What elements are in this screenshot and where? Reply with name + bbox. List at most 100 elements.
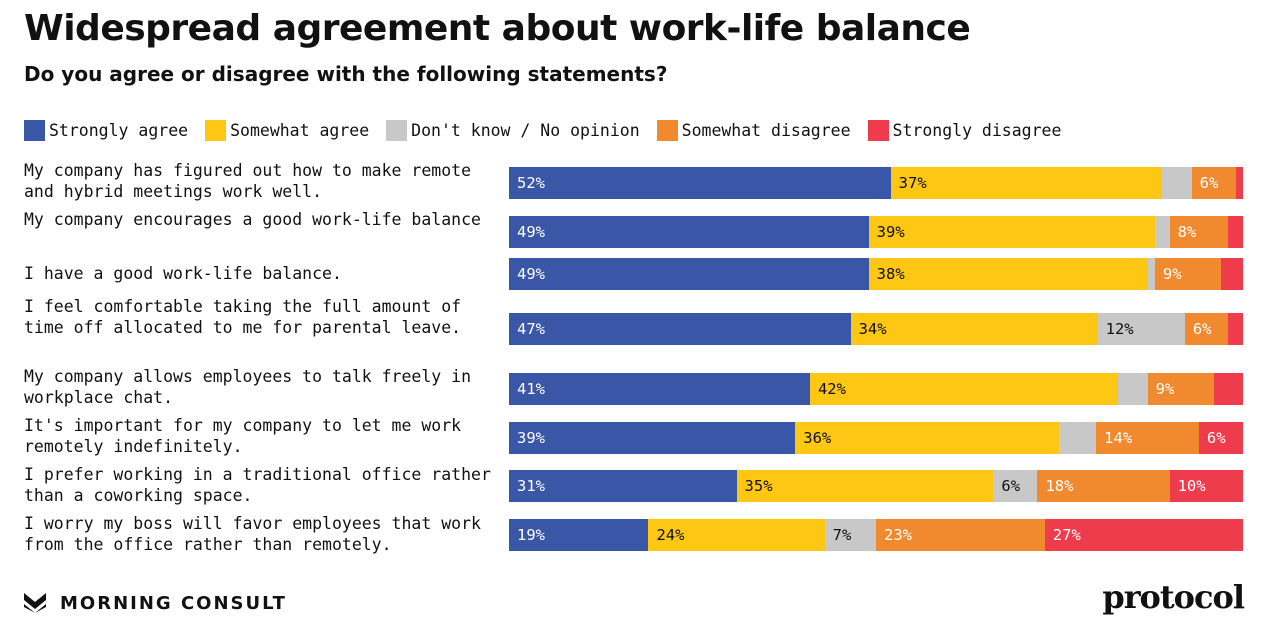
- bar-segment-somewhat-disagree: 9%: [1154, 258, 1221, 290]
- data-label: 41%: [517, 380, 545, 398]
- bar-segment-somewhat-disagree: 23%: [875, 519, 1045, 551]
- statement-label: My company allows employees to talk free…: [24, 367, 481, 407]
- statement-label: I prefer working in a traditional office…: [24, 465, 501, 505]
- bar-row: 49% 38% 9%: [509, 258, 1243, 290]
- bar-segment-strongly-disagree: [1228, 216, 1243, 248]
- bar-segment-strongly-agree: 47%: [509, 313, 851, 345]
- legend-item-strongly-disagree: Strongly disagree: [867, 119, 1061, 141]
- bar-segment-somewhat-agree: 34%: [850, 313, 1098, 345]
- legend-swatch: [24, 119, 45, 141]
- data-label: 12%: [1105, 320, 1134, 338]
- data-label: 38%: [876, 265, 905, 283]
- footer-brand: MORNING CONSULT: [24, 591, 287, 615]
- bar-segment-somewhat-disagree: 6%: [1184, 313, 1229, 345]
- bar-segment-strongly-disagree: [1220, 258, 1243, 290]
- statement-label: My company has figured out how to make r…: [24, 161, 481, 201]
- data-label: 35%: [744, 477, 773, 495]
- bar-segment-strongly-agree: 19%: [509, 519, 649, 551]
- data-label: 39%: [517, 429, 545, 447]
- data-label: 7%: [832, 526, 852, 544]
- bar-segment-strongly-agree: 41%: [509, 373, 810, 405]
- morning-consult-logo-icon: [24, 593, 46, 613]
- bar-segment-somewhat-agree: 39%: [868, 216, 1155, 248]
- bar-segment-strongly-agree: 39%: [509, 422, 796, 454]
- statement-label: It's important for my company to let me …: [24, 416, 472, 456]
- bar-segment-somewhat-disagree: 18%: [1037, 470, 1170, 502]
- legend-swatch: [205, 119, 227, 141]
- bar-segment-don-t-know-no-opinion: [1059, 422, 1097, 454]
- bar-segment-somewhat-disagree: 8%: [1169, 216, 1229, 248]
- legend-label: Strongly agree: [49, 120, 189, 140]
- legend-label: Somewhat agree: [230, 120, 370, 140]
- bar-row: 49% 39% 8%: [509, 216, 1243, 248]
- statement-label: I feel comfortable taking the full amoun…: [24, 297, 472, 337]
- data-label: 36%: [803, 429, 832, 447]
- bar-segment-somewhat-disagree: 9%: [1147, 373, 1214, 405]
- data-label: 6%: [1206, 429, 1226, 447]
- data-label: 6%: [1192, 320, 1212, 338]
- data-label: 31%: [517, 477, 545, 495]
- data-label: 42%: [817, 380, 846, 398]
- bar-segment-somewhat-agree: 24%: [648, 519, 825, 551]
- bar-segment-somewhat-agree: 37%: [890, 167, 1163, 199]
- bar-segment-somewhat-agree: 42%: [809, 373, 1119, 405]
- bar-segment-strongly-agree: 49%: [509, 216, 869, 248]
- data-label: 9%: [1155, 380, 1175, 398]
- bar-segment-strongly-disagree: [1235, 167, 1243, 199]
- data-label: 6%: [1199, 174, 1219, 192]
- data-label: 34%: [858, 320, 887, 338]
- legend-item-don-t-know-no-opinion: Don't know / No opinion: [386, 119, 640, 141]
- data-label: 14%: [1104, 429, 1133, 447]
- bar-segment-don-t-know-no-opinion: [1118, 373, 1148, 405]
- chart-legend: Strongly agree Somewhat agree Don't know /…: [24, 119, 1078, 141]
- data-label: 49%: [517, 265, 545, 283]
- statement-label: My company encourages a good work-life b…: [24, 210, 481, 229]
- bar-segment-strongly-disagree: [1228, 313, 1243, 345]
- bar-row: 41% 42% 9%: [509, 373, 1243, 405]
- data-label: 27%: [1052, 526, 1081, 544]
- bar-row: 19% 24% 7% 23% 27%: [509, 519, 1243, 551]
- bar-segment-strongly-disagree: [1213, 373, 1243, 405]
- brand-name: MORNING CONSULT: [60, 592, 287, 614]
- data-label: 6%: [1001, 477, 1021, 495]
- publisher-logo: protocol: [1102, 578, 1245, 616]
- data-label: 24%: [656, 526, 685, 544]
- data-label: 39%: [876, 223, 905, 241]
- bar-segment-strongly-disagree: 6%: [1198, 422, 1243, 454]
- data-label: 8%: [1177, 223, 1197, 241]
- legend-item-strongly-agree: Strongly agree: [24, 119, 189, 141]
- bar-segment-strongly-agree: 31%: [509, 470, 737, 502]
- data-label: 49%: [517, 223, 545, 241]
- data-label: 18%: [1045, 477, 1074, 495]
- data-label: 19%: [517, 526, 545, 544]
- legend-item-somewhat-agree: Somewhat agree: [205, 119, 370, 141]
- data-label: 9%: [1162, 265, 1182, 283]
- bar-segment-don-t-know-no-opinion: 7%: [824, 519, 876, 551]
- bar-segment-don-t-know-no-opinion: [1162, 167, 1192, 199]
- bar-segment-somewhat-agree: 36%: [795, 422, 1060, 454]
- bar-segment-don-t-know-no-opinion: 12%: [1097, 313, 1185, 345]
- chart-subtitle: Do you agree or disagree with the follow…: [24, 62, 668, 86]
- data-label: 23%: [883, 526, 912, 544]
- legend-swatch: [656, 119, 678, 141]
- legend-swatch: [867, 119, 889, 141]
- data-label: 52%: [517, 174, 545, 192]
- statement-label: I have a good work-life balance.: [24, 264, 342, 283]
- legend-label: Don't know / No opinion: [411, 120, 640, 140]
- bar-segment-don-t-know-no-opinion: 6%: [993, 470, 1038, 502]
- bar-segment-strongly-agree: 49%: [509, 258, 869, 290]
- bar-segment-somewhat-disagree: 14%: [1096, 422, 1199, 454]
- data-label: 47%: [517, 320, 545, 338]
- legend-label: Somewhat disagree: [681, 120, 851, 140]
- bar-segment-strongly-disagree: 27%: [1044, 519, 1243, 551]
- bar-segment-somewhat-agree: 38%: [868, 258, 1148, 290]
- bar-segment-don-t-know-no-opinion: [1154, 216, 1170, 248]
- data-label: 37%: [898, 174, 927, 192]
- chart-title: Widespread agreement about work-life bal…: [24, 8, 971, 49]
- legend-item-somewhat-disagree: Somewhat disagree: [656, 119, 851, 141]
- bar-row: 47% 34% 12% 6%: [509, 313, 1243, 345]
- bar-row: 52% 37% 6%: [509, 167, 1243, 199]
- bar-segment-somewhat-disagree: 6%: [1191, 167, 1236, 199]
- bar-segment-don-t-know-no-opinion: [1147, 258, 1155, 290]
- bar-segment-somewhat-agree: 35%: [736, 470, 994, 502]
